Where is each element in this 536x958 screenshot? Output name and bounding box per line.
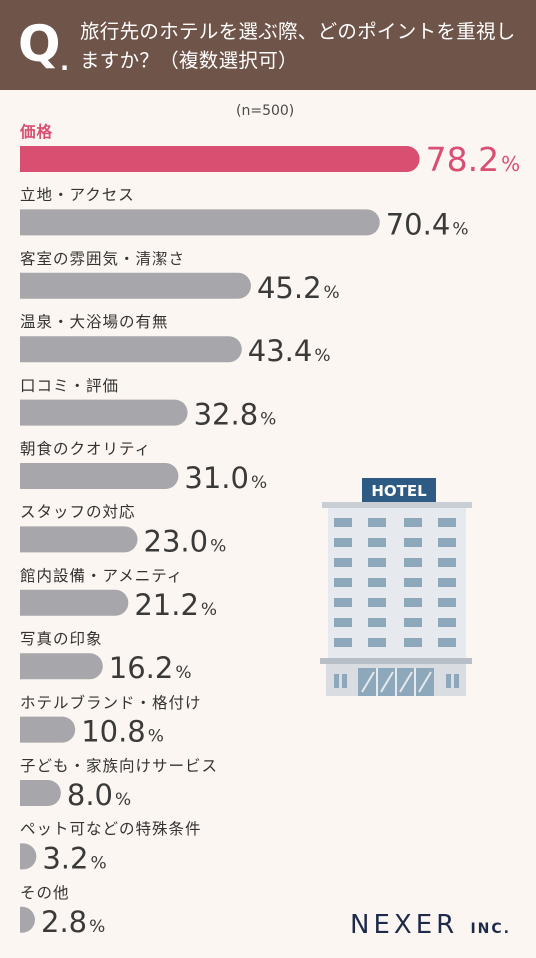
value-label: 2.8%: [41, 905, 105, 939]
nexer-logo: NEXER INC.: [350, 910, 511, 940]
sample-size-note: (n=500): [236, 103, 295, 119]
category-label: 価格: [20, 123, 54, 141]
bar: [20, 526, 138, 553]
category-label: ペット可などの特殊条件: [20, 820, 202, 839]
value-number: 23.0: [144, 524, 209, 558]
value-number: 3.2: [42, 841, 88, 875]
value-label: 8.0%: [67, 778, 131, 812]
value-number: 45.2: [257, 271, 322, 305]
bar: [20, 906, 35, 933]
bar: [20, 716, 76, 743]
value-unit: %: [260, 410, 276, 430]
value-number: 16.2: [109, 651, 174, 685]
value-label: 31.0%: [184, 461, 267, 495]
value-label: 16.2%: [109, 651, 192, 685]
value-unit: %: [90, 853, 106, 873]
value-label: 43.4%: [248, 334, 331, 368]
value-number: 70.4: [386, 207, 451, 241]
value-unit: %: [314, 346, 330, 366]
category-label: 子ども・家族向けサービス: [20, 757, 219, 775]
value-number: 43.4: [248, 334, 313, 368]
bar: [20, 463, 179, 489]
value-number: 32.8: [194, 398, 259, 432]
bar: [20, 653, 103, 680]
bar: [20, 399, 188, 426]
category-label: ホテルブランド・格付け: [20, 693, 202, 712]
value-number: 78.2: [426, 140, 499, 179]
hotel-building-icon: HOTEL: [320, 478, 472, 696]
value-label: 21.2%: [134, 588, 217, 622]
value-unit: %: [452, 219, 468, 239]
hotel-sign-text: HOTEL: [371, 482, 427, 500]
value-unit: %: [324, 283, 340, 303]
value-label: 23.0%: [144, 524, 227, 558]
category-label: 客室の雰囲気・清潔さ: [20, 249, 186, 268]
bar: [20, 146, 420, 172]
bar: [20, 209, 380, 236]
q-dot: .: [60, 48, 70, 76]
category-label: 写真の印象: [20, 630, 103, 649]
q-mark: Q: [18, 15, 61, 73]
question-header: Q . 旅行先のホテルを選ぶ際、どのポイントを重視しますか？（複数選択可）: [0, 0, 536, 90]
value-label: 78.2%: [426, 140, 521, 179]
value-unit: %: [148, 727, 164, 747]
value-label: 10.8%: [81, 715, 164, 749]
value-unit: %: [175, 663, 191, 683]
logo-suffix: INC.: [470, 921, 511, 937]
value-unit: %: [201, 600, 217, 620]
value-number: 10.8: [81, 715, 146, 749]
value-unit: %: [501, 152, 520, 176]
bar: [20, 336, 242, 363]
value-label: 45.2%: [257, 271, 340, 305]
value-number: 21.2: [134, 588, 199, 622]
value-label: 3.2%: [42, 841, 106, 875]
category-label: 立地・アクセス: [20, 186, 135, 205]
value-label: 70.4%: [386, 207, 469, 241]
category-label: 口コミ・評価: [20, 376, 120, 395]
category-label: その他: [20, 883, 70, 902]
bar: [20, 780, 61, 806]
value-number: 31.0: [184, 461, 249, 495]
value-unit: %: [89, 917, 105, 937]
value-unit: %: [251, 473, 267, 493]
value-unit: %: [210, 536, 226, 556]
bar: [20, 589, 129, 616]
value-unit: %: [115, 790, 131, 810]
logo-brand: NEXER: [350, 910, 459, 940]
category-label: 温泉・大浴場の有無: [20, 313, 169, 332]
value-label: 32.8%: [194, 398, 277, 432]
value-number: 8.0: [67, 778, 113, 812]
category-label: 朝食のクオリティ: [20, 440, 152, 458]
question-text: 旅行先のホテルを選ぶ際、どのポイントを重視しますか？（複数選択可）: [80, 20, 516, 72]
bar: [20, 272, 251, 299]
category-label: スタッフの対応: [20, 503, 136, 522]
category-label: 館内設備・アメニティ: [20, 566, 184, 585]
bar: [20, 843, 37, 870]
value-number: 2.8: [41, 905, 87, 939]
